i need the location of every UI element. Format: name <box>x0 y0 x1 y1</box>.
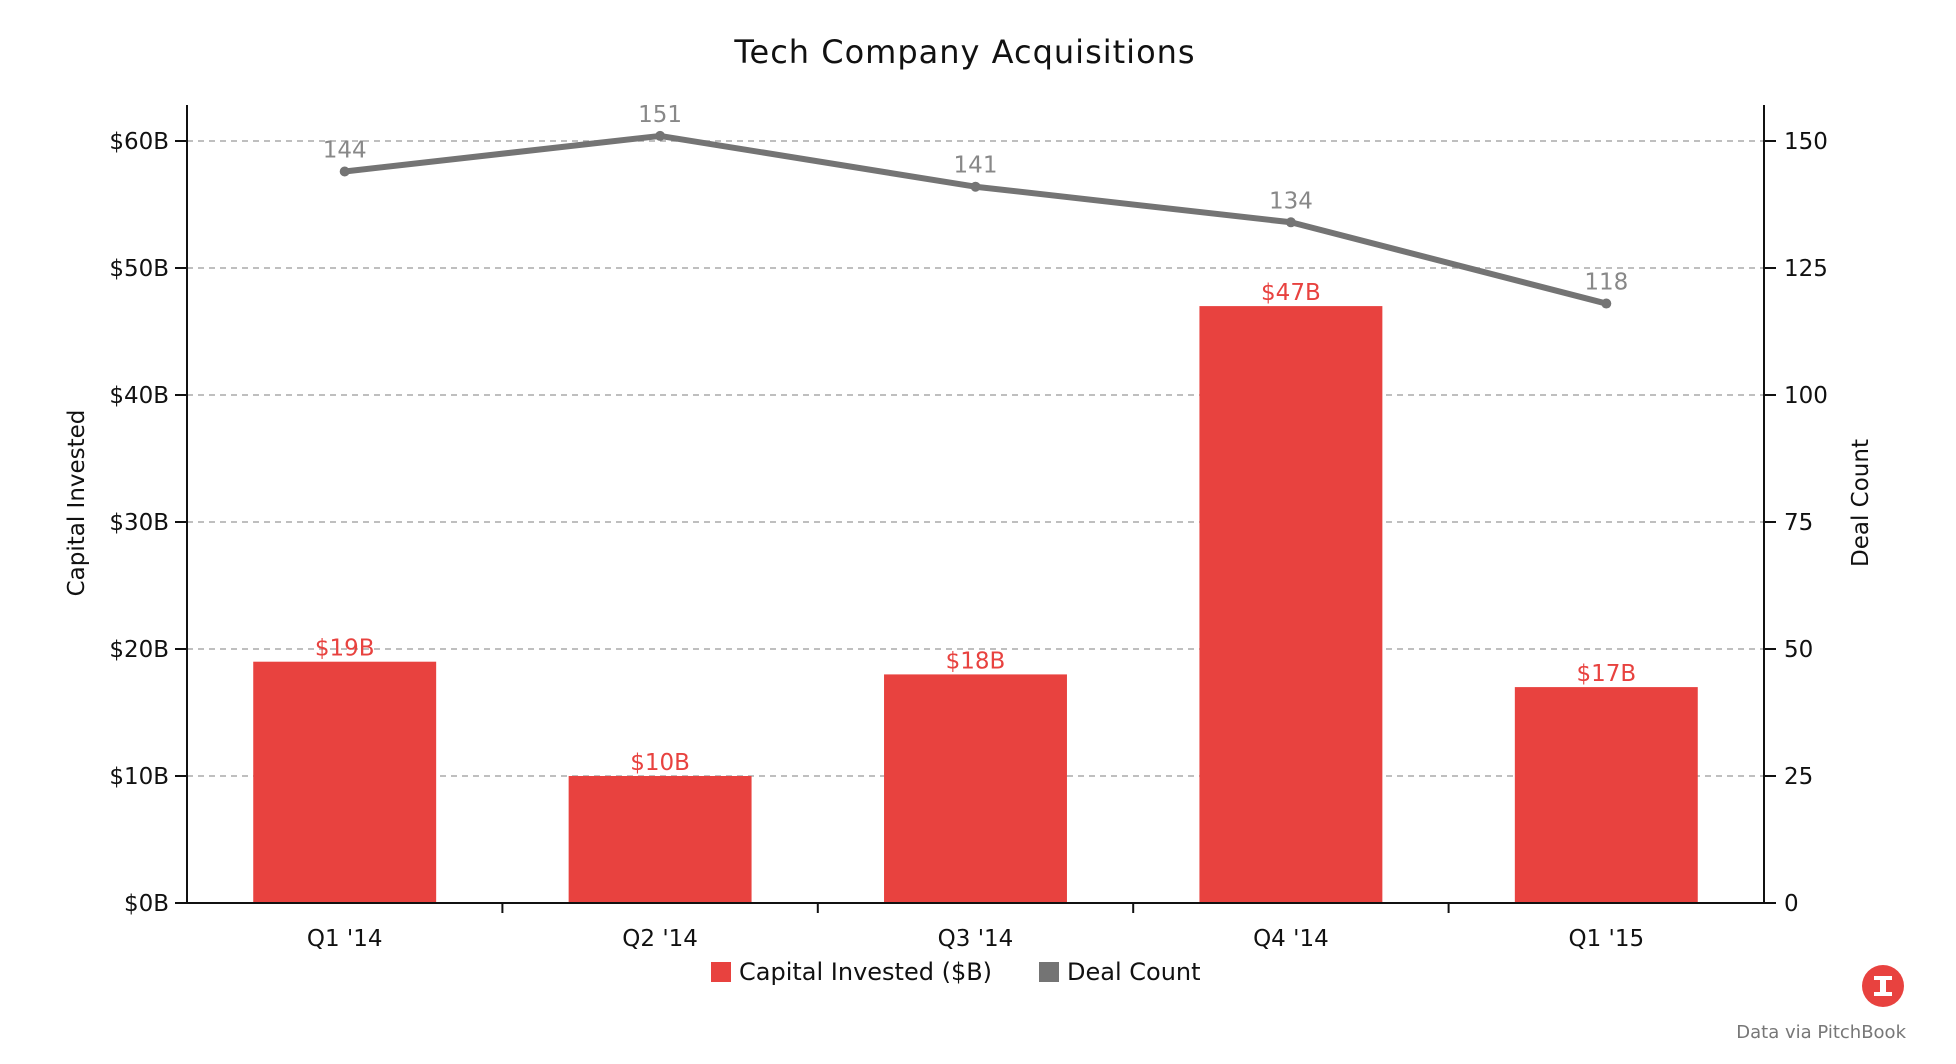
bar-data-label: $10B <box>630 750 690 776</box>
x-tick-label: Q1 '15 <box>1568 926 1644 952</box>
bar-data-label: $47B <box>1261 280 1321 306</box>
bar <box>568 776 752 903</box>
x-tick-label: Q4 '14 <box>1253 926 1329 952</box>
bar-series: $19B $10B $18B $47B $17B <box>253 280 1698 904</box>
line-data-label: 118 <box>1584 270 1628 296</box>
legend: Capital Invested ($B) Deal Count <box>711 958 1201 986</box>
line-point <box>339 166 350 177</box>
y-left-tick-label: $0B <box>124 891 169 917</box>
y-right-tick-label: 125 <box>1784 256 1828 282</box>
x-tick-label: Q3 '14 <box>938 926 1014 952</box>
pitchbook-logo <box>1862 965 1904 1007</box>
line-point <box>970 181 981 192</box>
x-tick-label: Q1 '14 <box>307 926 383 952</box>
x-tick-label: Q2 '14 <box>622 926 698 952</box>
bar-data-label: $17B <box>1576 661 1636 687</box>
y-right-tick-label: 150 <box>1784 129 1828 155</box>
bar <box>884 674 1067 903</box>
line-data-label: 141 <box>954 153 998 179</box>
line-data-label: 134 <box>1269 188 1313 214</box>
y-left-tick-label: $10B <box>109 764 169 790</box>
y-right-axis-label: Deal Count <box>1848 439 1874 567</box>
y-right-tick-label: 25 <box>1784 764 1813 790</box>
legend-label-capital: Capital Invested ($B) <box>739 958 992 986</box>
line-point <box>1285 217 1296 228</box>
y-right-tick-label: 100 <box>1784 383 1828 409</box>
legend-swatch-deal-count <box>1039 962 1059 982</box>
line-point <box>1601 298 1612 309</box>
bar-data-label: $18B <box>946 648 1006 674</box>
y-left-tick-label: $20B <box>109 637 169 663</box>
bar-data-label: $19B <box>315 636 375 662</box>
line-point <box>655 130 666 141</box>
y-right-tick-label: 0 <box>1784 891 1799 917</box>
y-left-tick-label: $40B <box>109 383 169 409</box>
source-note: Data via PitchBook <box>1736 1022 1906 1043</box>
bar <box>1199 306 1383 904</box>
y-left-tick-label: $30B <box>109 510 169 536</box>
y-left-axis-label: Capital Invested <box>64 410 90 597</box>
line-data-label: 151 <box>638 102 682 128</box>
y-left-tick-label: $50B <box>109 256 169 282</box>
bar <box>253 661 437 903</box>
legend-label-deal-count: Deal Count <box>1067 958 1201 986</box>
line-series: 144 151 141 134 118 <box>323 102 1628 309</box>
y-left-tick-label: $60B <box>109 129 169 155</box>
axes: $0B $10B $20B $30B $40B $50B $60B 0 25 50 75 100 125… <box>109 105 1828 952</box>
y-right-tick-label: 50 <box>1784 637 1813 663</box>
legend-swatch-capital <box>711 962 731 982</box>
gridlines <box>187 140 1764 777</box>
line-data-label: 144 <box>323 137 367 163</box>
y-right-tick-label: 75 <box>1784 510 1813 536</box>
chart-title: Tech Company Acquisitions <box>733 33 1195 71</box>
bar <box>1514 687 1698 903</box>
